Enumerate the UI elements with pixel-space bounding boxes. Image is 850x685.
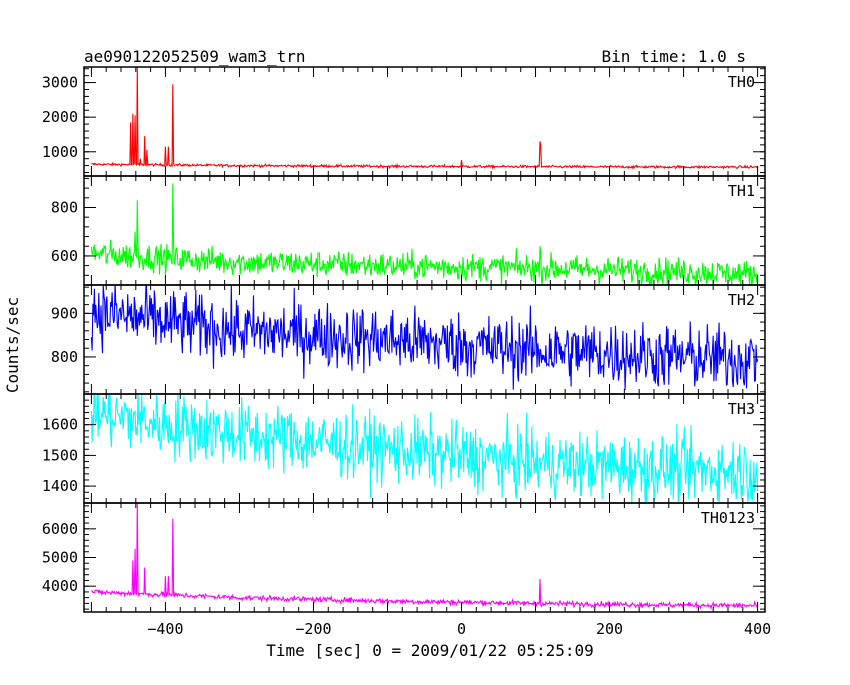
panel-label-th2: TH2 [728,291,755,309]
x-tick-label: 400 [744,620,771,638]
x-tick-label: 0 [457,620,466,638]
series-th2-line [91,279,757,390]
panel-label-th0: TH0 [728,73,755,91]
series-th0-line [91,67,757,168]
y-tick-label: 4000 [42,577,78,595]
y-tick-label: 1500 [42,446,78,464]
panel-th1: TH1 600 800 [51,176,765,287]
x-axis: −400 −200 0 200 400 [147,620,771,638]
panel-label-th0123: TH0123 [701,509,755,527]
x-tick-label: 200 [596,620,623,638]
y-tick-label: 800 [51,198,78,216]
y-tick-label: 600 [51,247,78,265]
panel-label-th3: TH3 [728,400,755,418]
y-tick-label: 6000 [42,520,78,538]
y-tick-label: 800 [51,348,78,366]
bin-time-label: Bin time: 1.0 s [602,47,747,66]
y-tick-label: 3000 [42,74,78,92]
panel-frame [84,67,765,176]
panel-frame [84,503,765,612]
series-th1-line [91,183,757,286]
x-axis-label: Time [sec] 0 = 2009/01/22 05:25:09 [266,641,594,660]
figure: ae090122052509_wam3_trn Bin time: 1.0 s … [0,0,850,680]
y-tick-label: 900 [51,304,78,322]
y-tick-label: 1600 [42,416,78,434]
series-th0123-line [91,503,757,608]
y-tick-label: 2000 [42,108,78,126]
panel-label-th1: TH1 [728,182,755,200]
x-tick-label: −200 [295,620,331,638]
y-tick-label: 1400 [42,477,78,495]
y-tick-label: 5000 [42,549,78,567]
panel-th2: TH2 800 900 [51,279,765,394]
panels: TH0 1000 2000 3000 TH1 600 800 TH2 800 900 TH3 1400… [42,67,765,612]
y-tick-label: 1000 [42,143,78,161]
series-th3-line [91,369,757,514]
chart-title: ae090122052509_wam3_trn [84,47,306,66]
panel-th0: TH0 1000 2000 3000 [42,67,765,176]
x-tick-label: −400 [147,620,183,638]
panel-th0123: TH0123 4000 5000 6000 [42,503,765,612]
lightcurve-figure: ae090122052509_wam3_trn Bin time: 1.0 s … [0,0,850,680]
y-axis-label: Counts/sec [3,297,22,393]
